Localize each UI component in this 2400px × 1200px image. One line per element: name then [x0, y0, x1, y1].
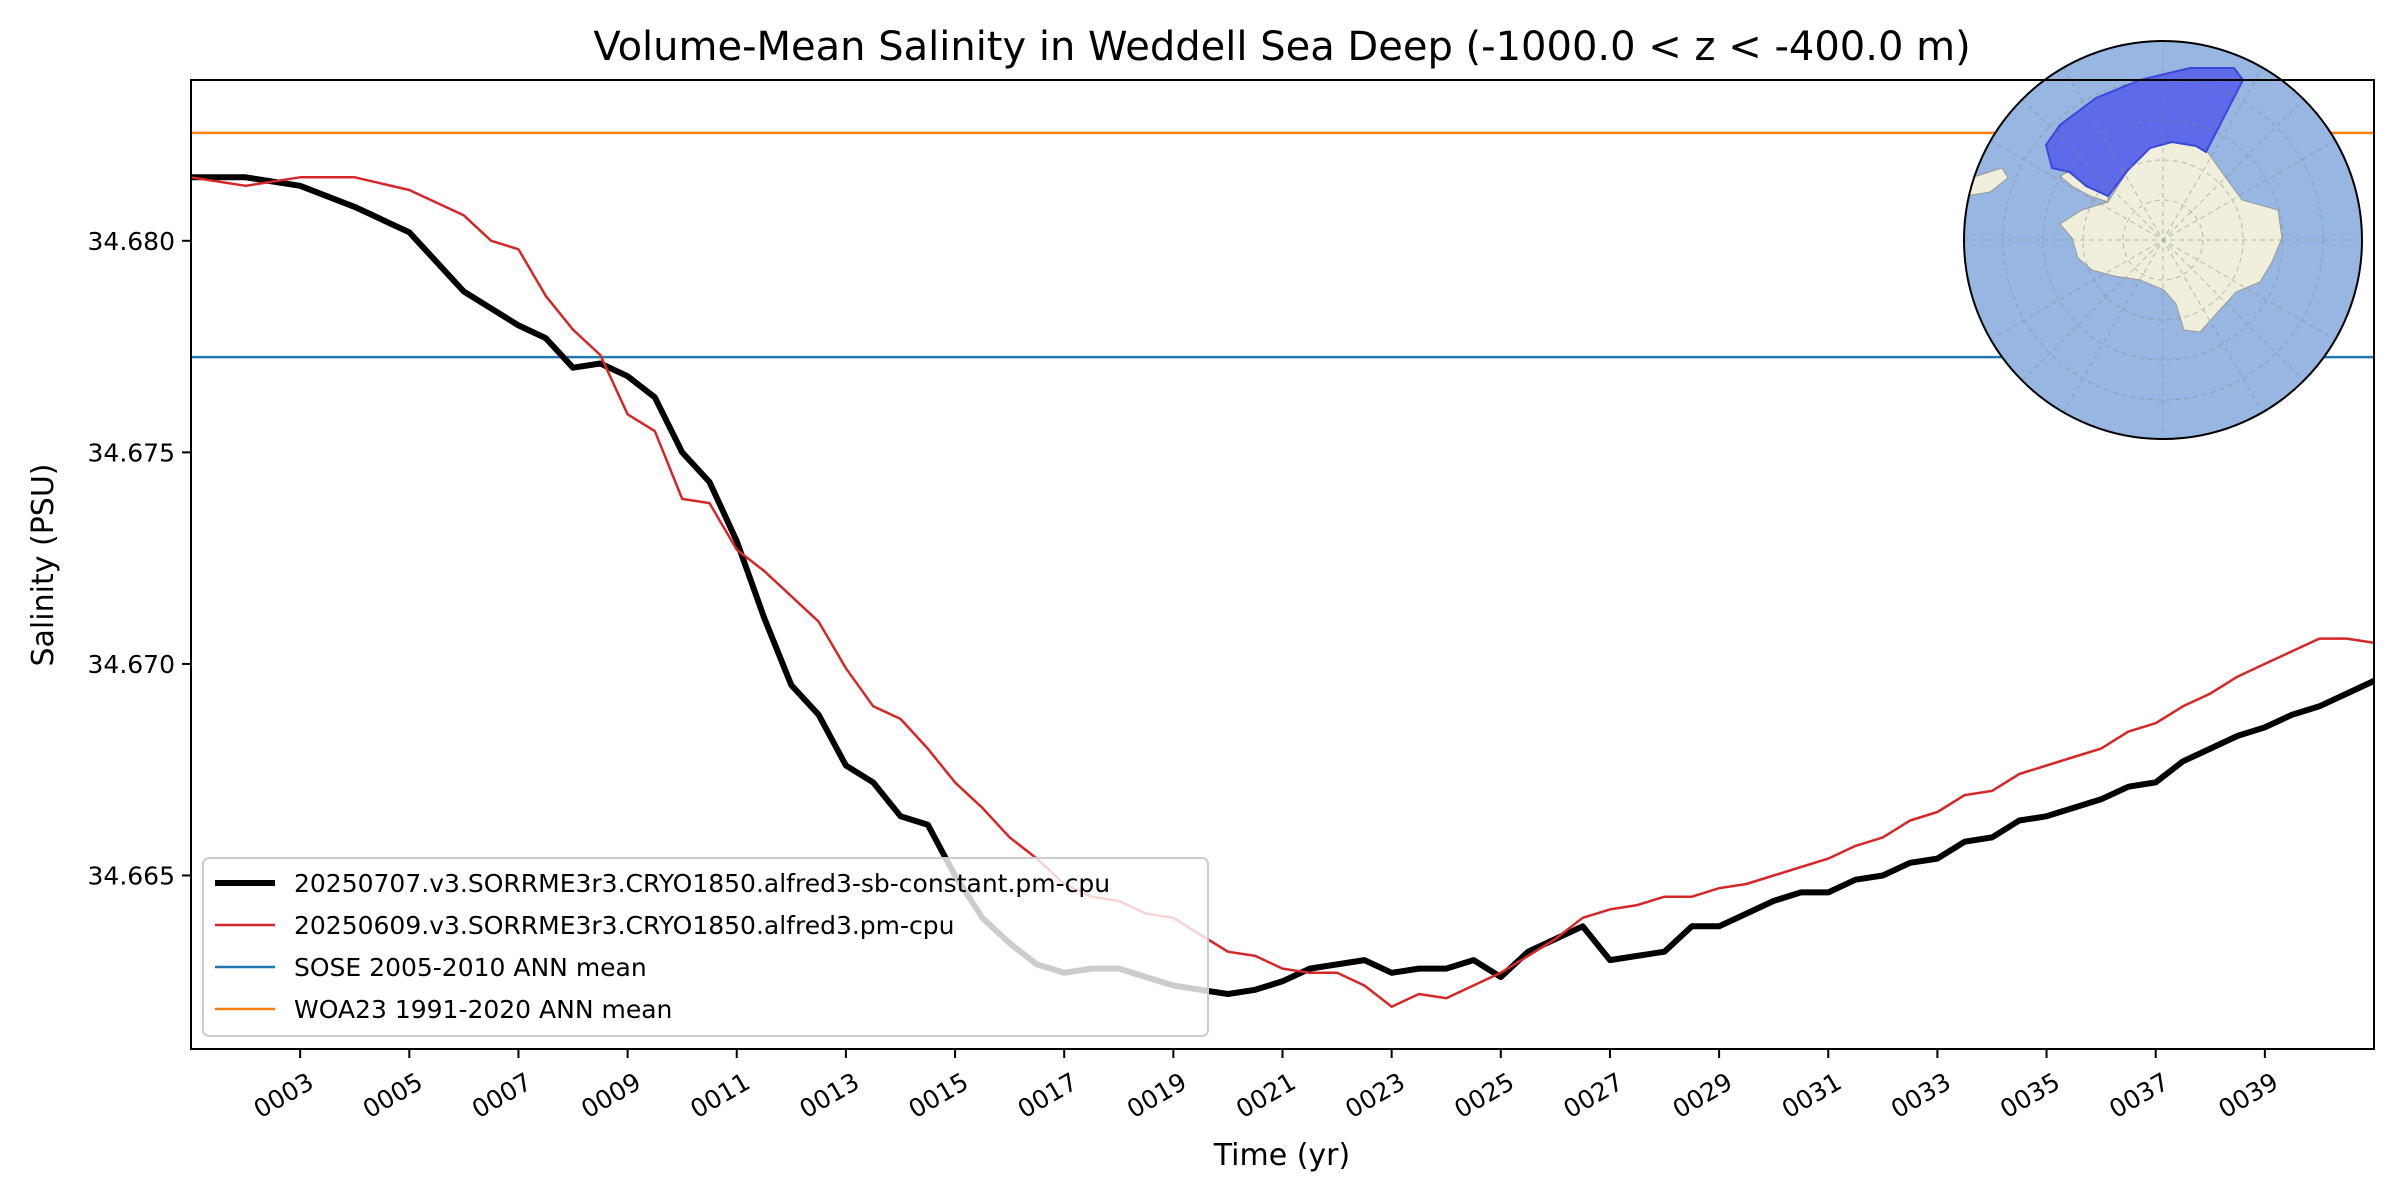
x-tick-label: 0003 [249, 1067, 319, 1124]
x-tick-label: 0029 [1668, 1067, 1738, 1124]
legend-box [202, 857, 1209, 1037]
map-gridlines [1964, 41, 2362, 439]
legend-label-4: WOA23 1991-2020 ANN mean [294, 995, 672, 1024]
x-axis: 0003 0005 0007 0009 0011 0013 0015 0017 0019 0021… [249, 1049, 2283, 1124]
inset-map [1963, 40, 2363, 440]
x-axis-label: Time (yr) [1213, 1138, 1350, 1173]
legend-label-1: 20250707.v3.SORRME3r3.CRYO1850.alfred3-s… [294, 869, 1110, 898]
series-line-2 [191, 176, 2374, 1008]
x-tick-label: 0021 [1231, 1067, 1301, 1124]
x-tick-label: 0005 [358, 1067, 428, 1124]
x-tick-label: 0011 [685, 1067, 755, 1124]
x-tick-label: 0013 [795, 1067, 865, 1124]
y-tick-label: 34.665 [88, 862, 175, 891]
x-tick-label: 0023 [1340, 1067, 1410, 1124]
x-tick-label: 0027 [1559, 1067, 1629, 1124]
y-axis: 34.665 34.670 34.675 34.680 [88, 227, 191, 891]
legend-label-2: 20250609.v3.SORRME3r3.CRYO1850.alfred3.p… [294, 911, 955, 940]
legend-label-3: SOSE 2005-2010 ANN mean [294, 953, 647, 982]
x-tick-label: 0025 [1449, 1067, 1519, 1124]
x-tick-label: 0035 [1995, 1067, 2065, 1124]
legend: 20250707.v3.SORRME3r3.CRYO1850.alfred3-s… [202, 857, 1209, 1037]
y-tick-label: 34.675 [88, 438, 175, 467]
x-tick-label: 0015 [904, 1067, 974, 1124]
x-tick-label: 0037 [2104, 1067, 2174, 1124]
x-tick-label: 0033 [1886, 1067, 1956, 1124]
series-line-1 [191, 174, 2374, 997]
x-tick-label: 0009 [576, 1067, 646, 1124]
x-tick-label: 0019 [1122, 1067, 1192, 1124]
data-series [191, 174, 2374, 1008]
y-axis-label: Salinity (PSU) [26, 464, 61, 667]
x-tick-label: 0039 [2213, 1067, 2283, 1124]
weddell-sea-region [2044, 67, 2245, 198]
y-tick-label: 34.680 [88, 227, 175, 256]
x-tick-label: 0017 [1013, 1067, 1083, 1124]
y-tick-label: 34.670 [88, 650, 175, 679]
x-tick-label: 0031 [1777, 1067, 1847, 1124]
x-tick-label: 0007 [467, 1067, 537, 1124]
chart-title: Volume-Mean Salinity in Weddell Sea Deep… [593, 24, 1970, 70]
